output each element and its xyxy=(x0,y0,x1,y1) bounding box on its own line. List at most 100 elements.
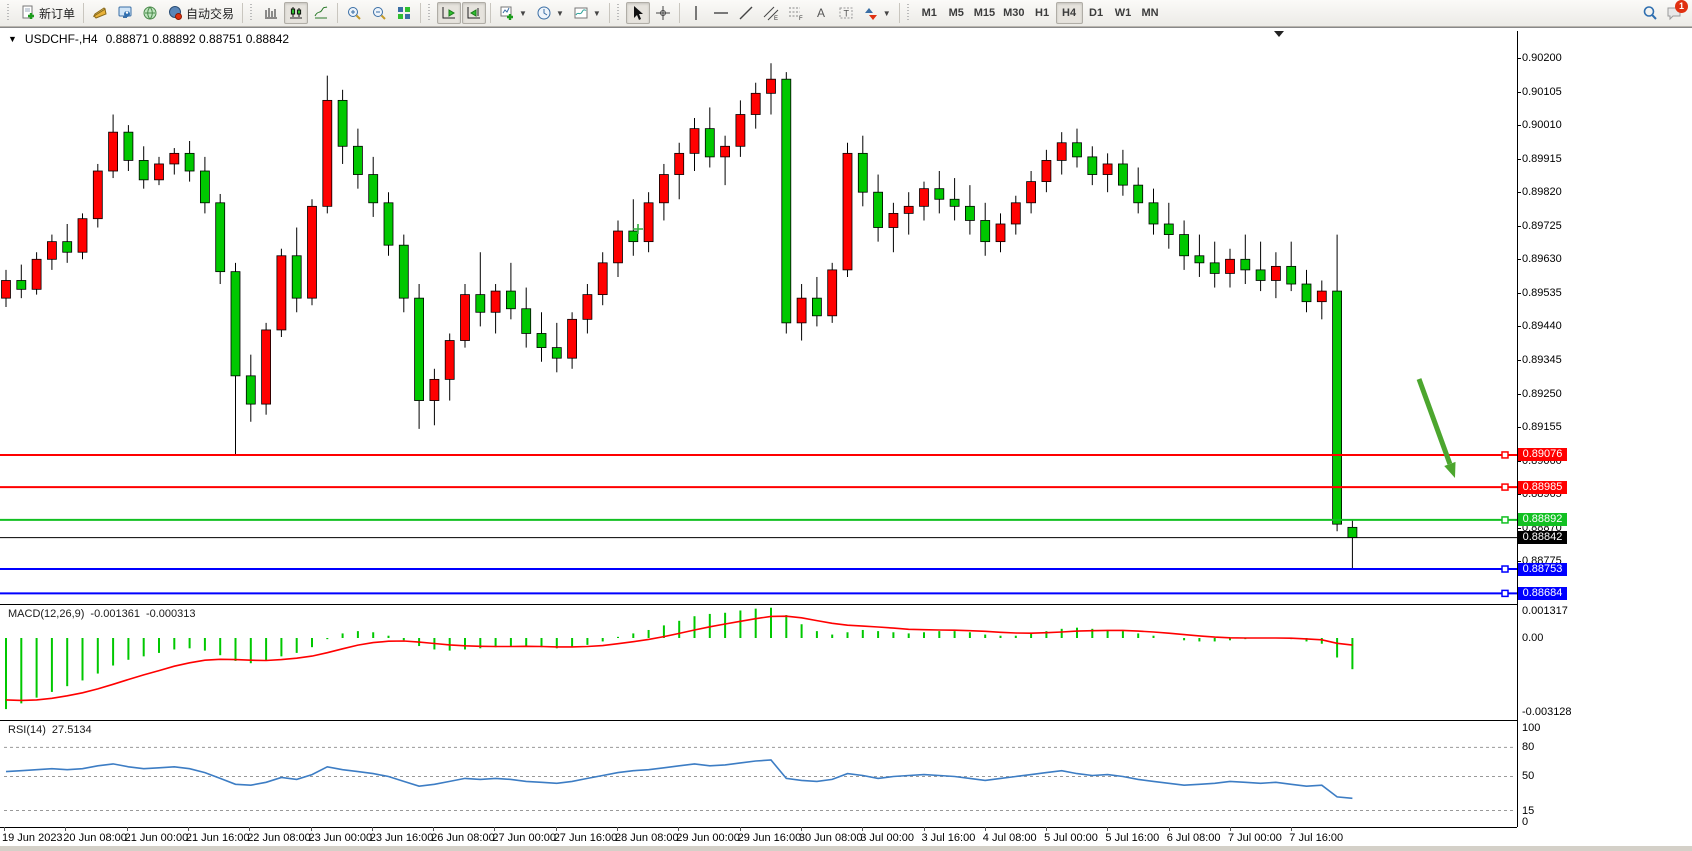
auto-scroll-button[interactable] xyxy=(437,2,462,24)
time-axis-tick xyxy=(187,827,189,831)
candle-body xyxy=(108,131,118,172)
fibonacci-tool-button[interactable]: F xyxy=(784,2,808,24)
timeframe-button-MN[interactable]: MN xyxy=(1141,7,1159,19)
price-axis-line xyxy=(1517,31,1518,827)
timeframe-button-W1[interactable]: W1 xyxy=(1114,7,1132,19)
new-order-icon xyxy=(20,5,36,21)
line-handle[interactable] xyxy=(1501,451,1509,459)
autotrading-button[interactable]: 自动交易 xyxy=(163,2,238,24)
candle-body xyxy=(812,297,822,317)
toolbar-grip[interactable] xyxy=(428,4,434,22)
price-axis-tick xyxy=(1517,393,1521,395)
indicator-axis-label: 100 xyxy=(1522,722,1541,734)
price-pane[interactable] xyxy=(0,28,1517,604)
price-axis-tick xyxy=(1517,427,1521,429)
price-axis-tick xyxy=(1517,292,1521,294)
down-arrow-annotation[interactable] xyxy=(1416,378,1453,465)
templates-button[interactable]: ▼ xyxy=(569,2,605,24)
zoom-in-button[interactable] xyxy=(342,2,366,24)
cursor-tool-button[interactable] xyxy=(625,2,650,24)
candle-body xyxy=(1010,202,1021,225)
line-handle[interactable] xyxy=(1501,565,1509,573)
indicator-axis-label: -0.003128 xyxy=(1522,706,1572,718)
chart-window[interactable]: ▼ USDCHF-,H4 0.88871 0.88892 0.88751 0.8… xyxy=(0,27,1692,851)
candle-body xyxy=(199,170,210,204)
toolbar-grip[interactable] xyxy=(906,4,912,22)
time-axis-label: 6 Jul 08:00 xyxy=(1166,832,1221,844)
pane-divider[interactable] xyxy=(0,720,1517,721)
trendline-tool-button[interactable] xyxy=(734,2,758,24)
notifications-button[interactable]: 1 xyxy=(1666,0,1688,21)
candle-body xyxy=(536,333,547,348)
candle-body xyxy=(1332,290,1342,525)
price-tag: 0.88684 xyxy=(1518,586,1567,600)
new-order-button[interactable]: 新订单 xyxy=(16,2,79,24)
candle-body xyxy=(1041,160,1052,183)
candle-body xyxy=(475,294,486,313)
candle-body xyxy=(307,205,317,299)
time-axis-tick xyxy=(1046,827,1048,831)
timeframe-button-M30[interactable]: M30 xyxy=(1003,7,1025,19)
timeframe-button-H1[interactable]: H1 xyxy=(1035,7,1050,19)
pane-divider[interactable] xyxy=(0,604,1517,605)
periods-button[interactable]: ▼ xyxy=(532,2,568,24)
candle-body xyxy=(215,202,226,273)
vertical-line-tool-button[interactable] xyxy=(684,2,708,24)
candle-body xyxy=(383,202,394,246)
metaeditor-button[interactable] xyxy=(113,2,137,24)
toolbar-grip[interactable] xyxy=(250,4,256,22)
zoom-out-icon xyxy=(371,5,387,21)
candle-body xyxy=(1347,526,1358,538)
timeframe-button-D1[interactable]: D1 xyxy=(1089,7,1104,19)
candle-body xyxy=(1209,262,1220,274)
cross-marker[interactable] xyxy=(633,224,643,234)
autotrading-icon xyxy=(167,5,183,21)
timeframe-button-M5[interactable]: M5 xyxy=(948,7,964,19)
candle-body xyxy=(567,318,577,359)
cursor-icon xyxy=(630,5,646,21)
channel-tool-button[interactable]: E xyxy=(759,2,783,24)
chart-shift-marker[interactable] xyxy=(1274,31,1284,37)
candle-body xyxy=(582,294,593,320)
price-axis-tick xyxy=(1517,58,1521,59)
line-handle[interactable] xyxy=(1501,589,1509,598)
search-icon[interactable] xyxy=(1642,5,1658,21)
svg-text:A: A xyxy=(817,6,825,20)
chevron-down-icon: ▼ xyxy=(519,8,527,18)
signals-button[interactable] xyxy=(138,2,162,24)
toolbar-grip[interactable] xyxy=(616,4,622,22)
crosshair-tool-button[interactable] xyxy=(651,2,675,24)
horizontal-line-tool-button[interactable] xyxy=(709,2,733,24)
market-watch-button[interactable] xyxy=(88,2,112,24)
line-handle[interactable] xyxy=(1501,483,1509,491)
line-handle[interactable] xyxy=(1501,516,1509,524)
candle-body xyxy=(1255,269,1266,281)
candle-body xyxy=(169,152,180,165)
zoom-out-button[interactable] xyxy=(367,2,391,24)
arrows-tool-button[interactable]: ▼ xyxy=(859,2,895,24)
chart-shift-button[interactable] xyxy=(462,2,487,24)
price-tag: 0.89076 xyxy=(1518,448,1567,462)
label-tool-button[interactable]: T xyxy=(834,2,858,24)
time-axis-tick xyxy=(555,827,557,831)
timeframe-button-H4[interactable]: H4 xyxy=(1055,2,1083,24)
toolbar-grip[interactable] xyxy=(7,4,12,22)
new-chart-button[interactable]: ▼ xyxy=(495,2,531,24)
text-tool-button[interactable]: A xyxy=(809,2,833,24)
candlestick-chart-type-button[interactable] xyxy=(284,2,309,24)
line-chart-type-button[interactable] xyxy=(309,2,333,24)
timeframe-button-M1[interactable]: M1 xyxy=(921,7,937,19)
price-tag: 0.88842 xyxy=(1518,531,1567,545)
time-axis-label: 28 Jun 08:00 xyxy=(615,832,679,844)
timeframe-button-M15[interactable]: M15 xyxy=(973,7,996,19)
candle-body xyxy=(230,271,241,377)
bar-chart-type-button[interactable] xyxy=(259,2,283,24)
candle-body xyxy=(919,188,929,207)
tile-windows-button[interactable] xyxy=(392,2,416,24)
candle-body xyxy=(1179,234,1189,257)
indicator-axis-label: 50 xyxy=(1522,770,1535,782)
time-axis-tick xyxy=(923,827,925,831)
candle-body xyxy=(490,290,501,313)
new-order-label: 新订单 xyxy=(39,6,76,21)
chart-menu-arrow-icon[interactable]: ▼ xyxy=(8,34,17,44)
